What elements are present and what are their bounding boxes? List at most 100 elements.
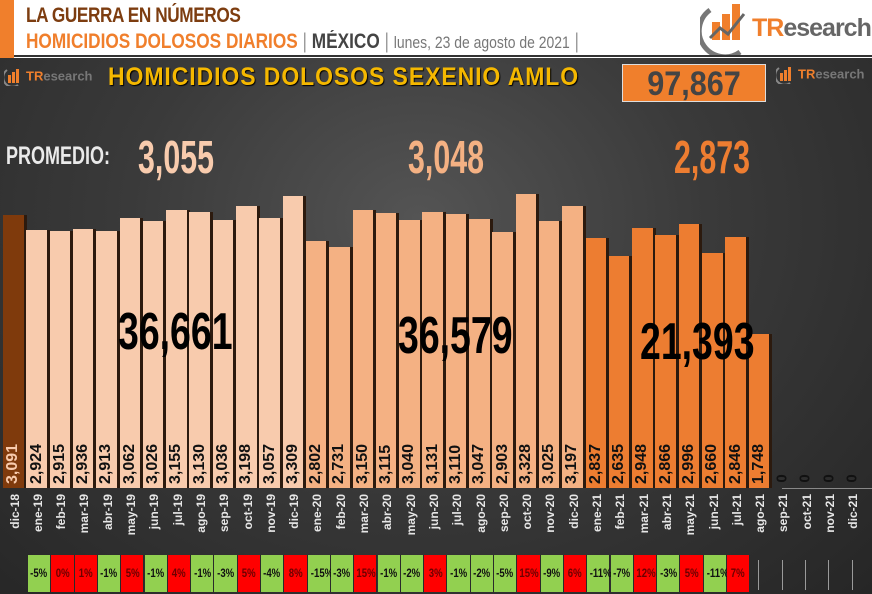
bar-value-label: 0 [796, 474, 814, 483]
promedio-label: PROMEDIO: [6, 142, 111, 170]
bar-oct-19: 3,198 [236, 205, 260, 488]
bar-jun-19: 3,026 [142, 221, 167, 488]
x-axis-label: jun-19 [147, 494, 162, 530]
empty-months-baseline [782, 488, 872, 489]
monthly-change-cell: -11% [587, 555, 612, 592]
monthly-change-cell: -11% [703, 555, 728, 592]
x-axis-label: ago-20 [473, 494, 488, 533]
x-axis-label: feb-21 [613, 494, 628, 530]
x-axis-label: jul-20 [450, 494, 465, 526]
x-axis-label: oct-19 [240, 494, 255, 530]
x-axis-label: oct-21 [799, 494, 814, 530]
monthly-change-cell: -15% [307, 555, 333, 592]
bar-value-label: 2,846 [726, 443, 744, 484]
bar-jul-21: 2,846 [725, 236, 749, 488]
bar-value-label: 2,996 [679, 443, 697, 484]
x-axis-label: dic-21 [846, 494, 861, 529]
monthly-change-cell: 5% [121, 555, 145, 592]
x-axis-label: ago-21 [753, 494, 768, 533]
bar-value-label: 2,731 [330, 443, 348, 484]
monthly-change-cell: -1% [447, 555, 471, 592]
x-axis-label: dic-20 [566, 494, 581, 529]
x-axis-label: may-20 [403, 494, 418, 536]
x-axis-label: jun-20 [426, 494, 441, 530]
monthly-change-cell: -3% [657, 555, 681, 592]
bar-value-label: 3,197 [563, 443, 581, 484]
bar-value-label: 3,131 [423, 443, 441, 484]
monthly-change-cell: -5% [28, 555, 52, 592]
monthly-change-cell: -1% [144, 555, 168, 592]
monthly-change-cell [758, 560, 760, 590]
sexenio-total: 97,867 [647, 65, 741, 103]
bar-value-label: 3,036 [213, 443, 231, 484]
bar-value-label: 2,866 [656, 443, 674, 484]
bar-abr-20: 3,115 [375, 213, 400, 488]
x-axis-label: abr-19 [100, 494, 115, 531]
bar-value-label: 3,047 [470, 443, 488, 484]
monthly-change-cell: 15% [517, 555, 541, 592]
x-axis-label: ene-19 [30, 494, 45, 533]
x-axis-label: sep-20 [496, 494, 511, 533]
average-2021: 2,873 [674, 131, 750, 183]
bar-ago-21: 1,748 [748, 333, 773, 488]
x-axis-label: jul-19 [170, 494, 185, 526]
bar-value-label: 3,091 [4, 443, 22, 484]
chart-logo-icon [700, 4, 746, 55]
header-divider [14, 55, 872, 57]
tresearch-logo: TResearch [700, 0, 872, 55]
sexenio-total-box: 97,867 [622, 64, 766, 103]
bar-abr-21: 2,866 [655, 235, 679, 488]
monthly-change-cell: -1% [191, 555, 215, 592]
separator: | [384, 30, 389, 53]
date: lunes, 23 de agosto de 2021 [393, 33, 570, 52]
bar-ene-21: 2,837 [585, 237, 610, 488]
separator: | [574, 30, 580, 53]
monthly-change-cell: -7% [610, 555, 634, 592]
bar-may-21: 2,996 [678, 223, 703, 488]
x-axis-label: abr-20 [380, 494, 395, 531]
bar-value-label: 2,948 [633, 443, 651, 484]
subtitle: HOMICIDIOS DOLOSOS DIARIOS [26, 30, 298, 53]
x-axis-label: sep-19 [217, 494, 232, 533]
total-2021: 21,393 [640, 313, 755, 371]
x-axis-label: may-19 [124, 494, 138, 536]
bar-value-label: 0 [773, 474, 791, 483]
bar-value-label: 0 [843, 474, 861, 483]
monthly-change-cell: 12% [633, 555, 658, 592]
x-axis-label: ago-19 [193, 494, 208, 533]
bar-nov-19: 3,057 [259, 218, 283, 488]
x-axis-label: dic-18 [7, 494, 22, 529]
x-axis-label: mar-20 [357, 494, 371, 534]
x-axis-label: may-21 [683, 494, 698, 536]
x-axis-label: nov-20 [543, 494, 558, 533]
header-accent-bar [0, 0, 14, 58]
bar-value-label: 2,903 [493, 443, 511, 484]
bar-value-label: 2,660 [703, 443, 721, 484]
monthly-change-cell: -4% [261, 555, 285, 592]
bar-value-label: 3,026 [144, 443, 162, 484]
bar-value-label: 3,155 [167, 443, 185, 484]
bar-oct-20: 3,328 [515, 194, 540, 488]
bar-dic-20: 3,197 [562, 206, 586, 488]
monthly-change-cell: -3% [214, 555, 238, 592]
bar-feb-19: 2,915 [49, 230, 74, 488]
bar-jun-20: 3,131 [422, 211, 446, 488]
x-axis-label: dic-19 [287, 494, 302, 529]
monthly-change-cell: 5% [680, 555, 704, 592]
monthly-change-cell: -2% [470, 555, 494, 592]
bar-may-20: 3,040 [399, 219, 423, 488]
monthly-change-cell: 4% [167, 555, 192, 592]
brand-text: TResearch [752, 14, 872, 42]
monthly-change-cell: -2% [400, 555, 425, 592]
monthly-change-cell [804, 560, 806, 590]
average-2019: 3,055 [138, 131, 214, 183]
monthly-change-cell: -1% [377, 555, 401, 592]
monthly-change-cell: 3% [424, 555, 448, 592]
bar-sep-19: 3,036 [212, 220, 237, 488]
bar-value-label: 3,115 [377, 444, 395, 484]
bar-ene-20: 2,802 [305, 240, 330, 488]
x-axis-label: mar-19 [77, 494, 92, 534]
monthly-change-cell: -9% [540, 555, 564, 592]
bar-jun-21: 2,660 [702, 253, 726, 488]
